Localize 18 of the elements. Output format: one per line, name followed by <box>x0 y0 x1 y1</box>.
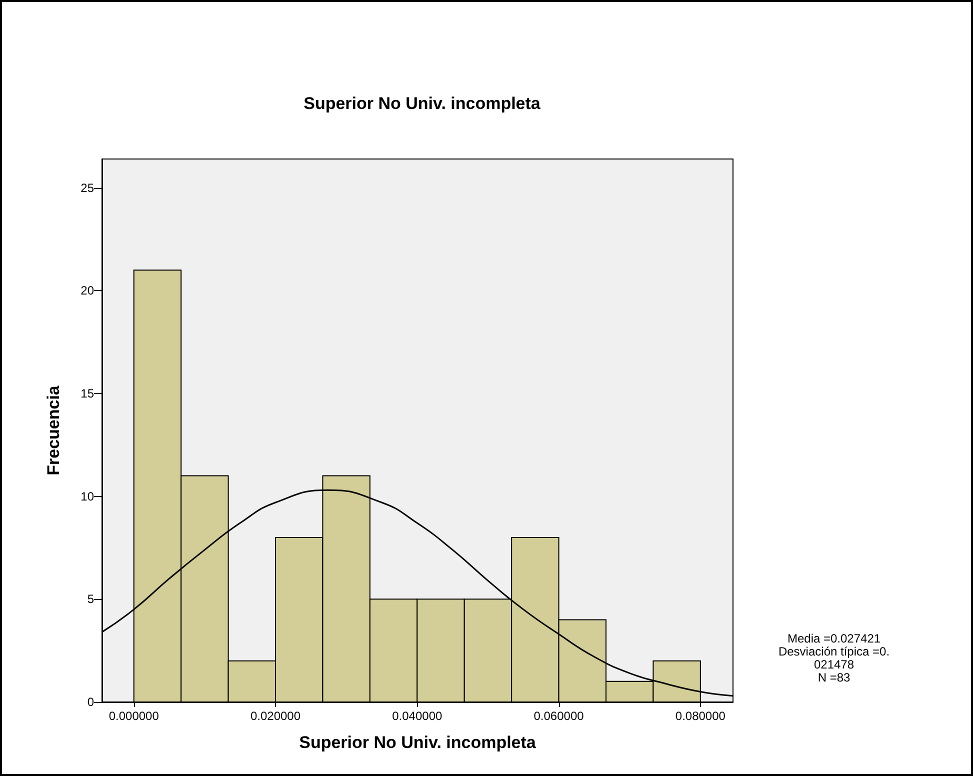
x-tick-label: 0.080000 <box>675 709 726 723</box>
x-axis-title: Superior No Univ. incompleta <box>299 733 536 752</box>
y-axis-title: Frecuencia <box>44 385 63 476</box>
y-tick-label: 0 <box>87 695 94 709</box>
y-tick-label: 10 <box>80 489 94 504</box>
text: Media =0.027421 <box>787 632 881 646</box>
y-tick-label: 20 <box>80 284 94 298</box>
y-tick-label: 5 <box>87 592 94 606</box>
y-tick-label: 15 <box>80 386 94 400</box>
x-tick-label: 0.040000 <box>392 709 442 723</box>
chart-title: Superior No Univ. incompleta <box>304 94 541 113</box>
x-tick-label: 0.060000 <box>534 709 584 723</box>
text: Desviación típica =0. <box>778 644 890 658</box>
x-tick-label: 0.000000 <box>108 709 160 723</box>
x-tick-label: 0.020000 <box>250 709 301 723</box>
text: N =83 <box>818 670 850 684</box>
text: 021478 <box>814 658 854 672</box>
y-tick-label: 25 <box>80 180 94 195</box>
